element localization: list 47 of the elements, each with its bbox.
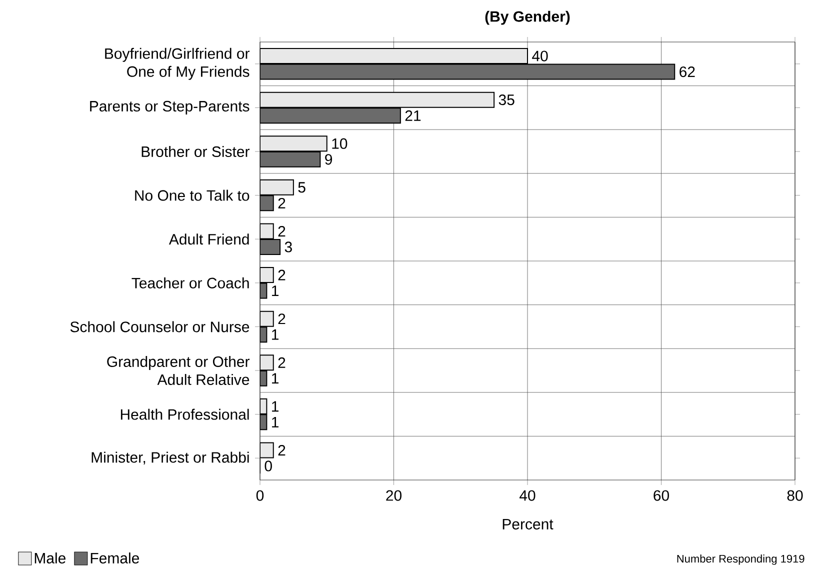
x-tick-label: 60 [654,490,669,501]
text: Number Responding 1919 [677,554,804,565]
data-label: 2 [278,226,286,236]
data-label: 2 [278,314,286,324]
bar [260,92,495,108]
y-tick-label: Boyfriend/Girlfriend or One of My Friends [105,48,250,80]
bar [260,179,294,196]
data-label: 35 [498,94,514,106]
bar [260,48,528,64]
data-label: 2 [278,444,286,456]
data-label: 9 [325,154,332,165]
x-tick-label: 40 [520,490,536,501]
data-label: 21 [405,110,421,121]
data-label: 2 [278,198,286,208]
chart-title: (By Gender) [485,10,570,25]
x-tick-label: 0 [256,490,264,501]
bar [260,136,328,152]
data-label: 0 [264,460,272,472]
data-label: 1 [272,329,278,340]
y-tick-label: Teacher or Coach [132,277,249,288]
data-label: 1 [272,373,278,384]
y-tick-label: Brother or Sister [142,146,250,158]
legend-label: Female [90,552,140,564]
data-label: 2 [278,357,286,368]
legend-label: Male [34,552,66,564]
x-tick-label: 80 [787,490,803,501]
y-tick-label: Parents or Step-Parents [90,100,250,114]
y-tick-label: Adult Friend [168,234,249,245]
data-label: 5 [298,182,306,193]
data-label: 1 [272,417,278,428]
data-label: 10 [332,138,348,149]
data-label: 1 [272,286,278,296]
data-label: 1 [272,401,278,412]
bar [260,108,401,124]
data-label: 3 [284,242,292,252]
y-tick-label: Grandparent or Other Adult Relative [107,356,250,386]
bar [260,151,321,168]
data-label: 40 [532,50,548,62]
bar [260,64,676,80]
y-tick-label: School Counselor or Nurse [70,321,250,332]
data-label: 2 [278,270,286,280]
data-label: 62 [680,66,695,78]
y-tick-label: Health Professional [120,408,249,420]
x-tick-label: 20 [386,490,402,501]
x-axis-title: Percent [502,519,554,530]
y-tick-label: Minister, Priest or Rabbi [92,452,249,464]
y-tick-label: No One to Talk to [135,190,250,201]
